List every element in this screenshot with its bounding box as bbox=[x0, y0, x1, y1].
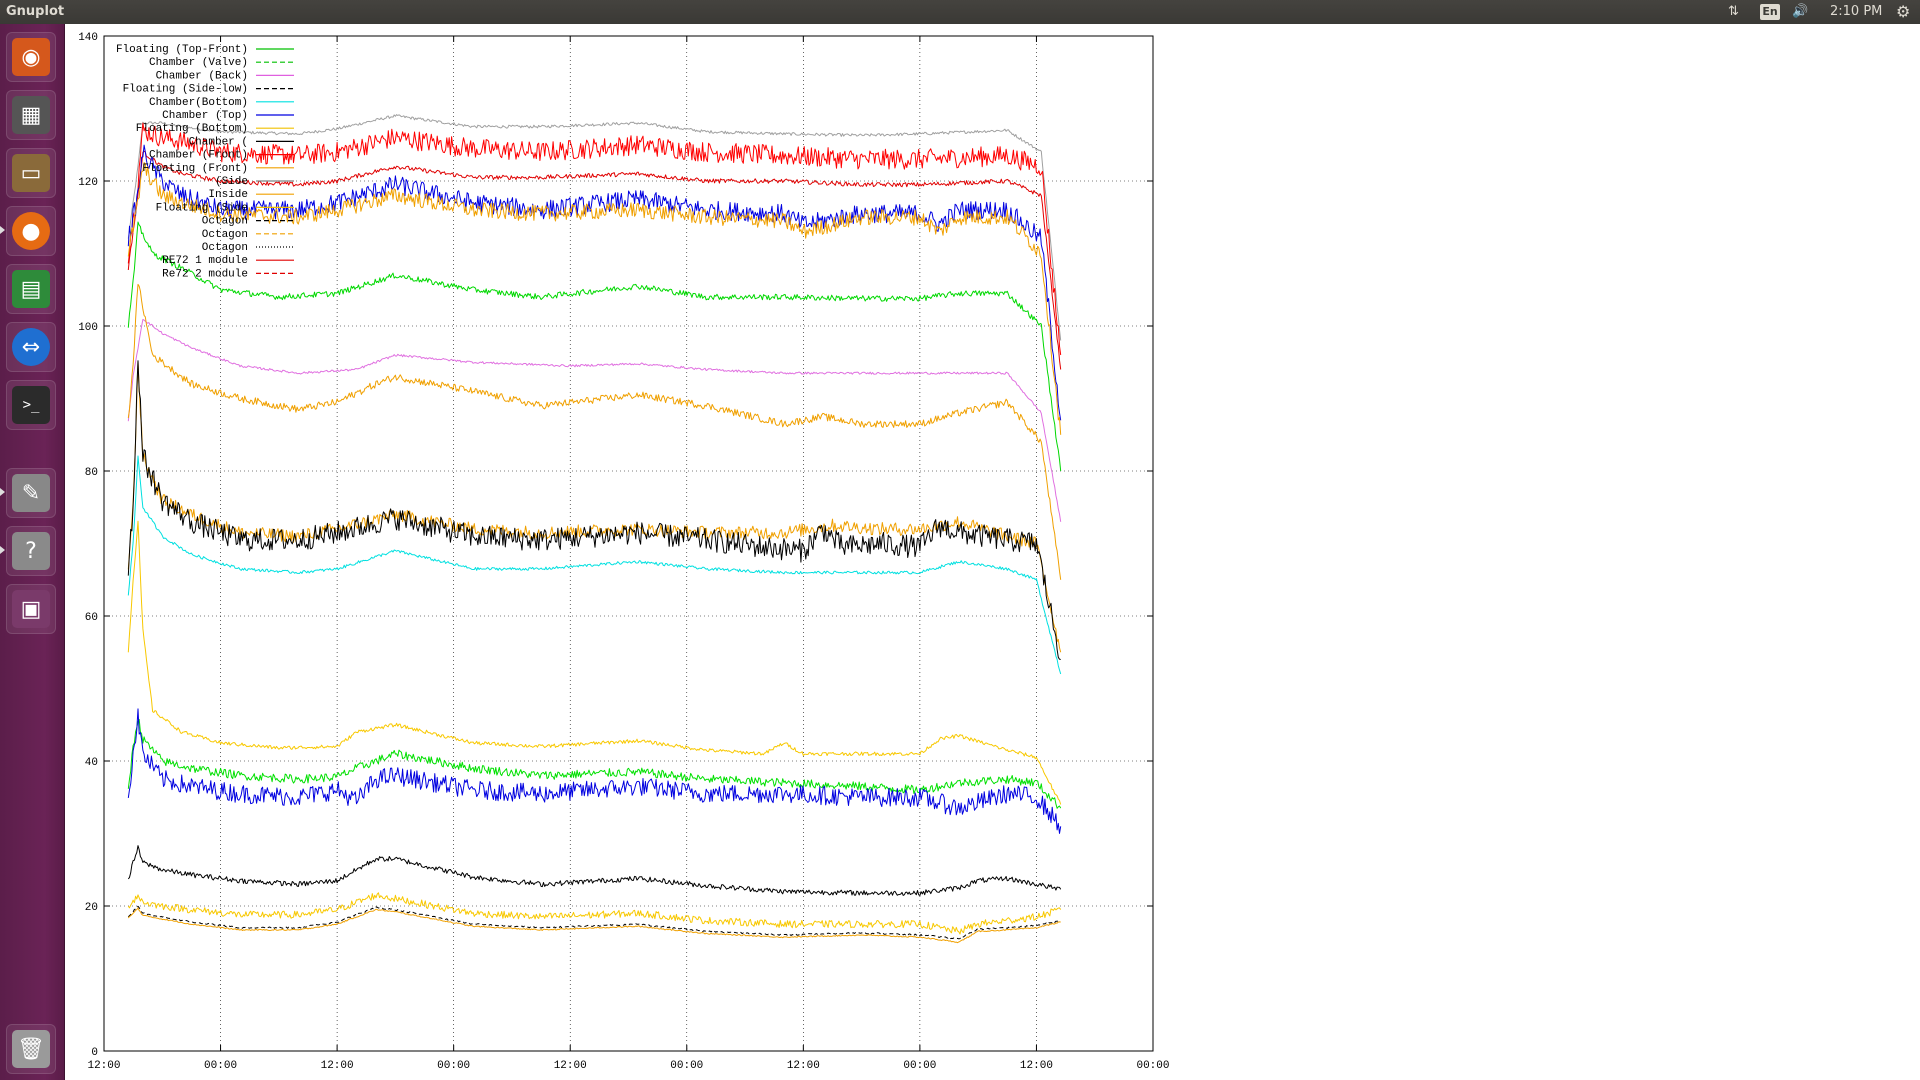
plot-border bbox=[103, 35, 1154, 1052]
legend-label: Octagon bbox=[202, 242, 248, 254]
launcher-trash-button[interactable]: 🗑 bbox=[6, 1024, 56, 1074]
series-line-0 bbox=[127, 114, 1062, 341]
launcher-ubuntu-dash-button[interactable]: ◉ bbox=[6, 32, 56, 82]
plot-grid bbox=[104, 36, 1153, 1051]
launcher-file-manager-button[interactable]: ▭ bbox=[6, 148, 56, 198]
legend-label: (Side bbox=[215, 176, 248, 188]
top-panel: Gnuplot ⇅ En 🔊 2:10 PM ⚙ bbox=[0, 0, 1920, 24]
series-line-10 bbox=[127, 455, 1062, 675]
y-tick-label: 120 bbox=[78, 177, 98, 189]
series-line-16 bbox=[127, 905, 1061, 940]
series-line-1 bbox=[127, 122, 1062, 356]
legend-label: Re72 2 module bbox=[162, 268, 248, 280]
window-title: Gnuplot bbox=[6, 4, 65, 19]
launcher-workspaces-button[interactable]: ▣ bbox=[6, 584, 56, 634]
teamviewer-icon: ⇔ bbox=[12, 328, 50, 366]
terminal-icon: >_ bbox=[12, 386, 50, 424]
legend-label: Chamber (Front) bbox=[149, 150, 248, 162]
x-tick-label: 12:00 bbox=[87, 1060, 120, 1072]
series-line-17 bbox=[127, 907, 1061, 944]
x-tick-label: 00:00 bbox=[903, 1060, 936, 1072]
launcher: ◉ ▦ ▭ ● ▤ ⇔ >_ ✎ ? ▣ 🗑 bbox=[0, 24, 65, 1080]
launcher-calculator-button[interactable]: ▦ bbox=[6, 90, 56, 140]
launcher-teamviewer-button[interactable]: ⇔ bbox=[6, 322, 56, 372]
series-line-9 bbox=[127, 360, 1061, 660]
series-line-7 bbox=[127, 283, 1062, 580]
legend-label: Floating (Side-low) bbox=[123, 84, 248, 96]
plot-legend: Floating (Top-Front)Chamber (Valve)Chamb… bbox=[116, 44, 294, 280]
legend-label: Floating (Bottom) bbox=[136, 123, 248, 135]
network-icon[interactable]: ⇅ bbox=[1728, 4, 1739, 19]
y-tick-label: 80 bbox=[85, 467, 98, 479]
launcher-spreadsheet-button[interactable]: ▤ bbox=[6, 264, 56, 314]
x-tick-label: 00:00 bbox=[204, 1060, 237, 1072]
calculator-icon: ▦ bbox=[12, 96, 50, 134]
firefox-icon: ● bbox=[12, 212, 50, 250]
series-line-5 bbox=[127, 221, 1062, 472]
legend-label: Chamber (Valve) bbox=[149, 57, 248, 69]
launcher-help-button[interactable]: ? bbox=[6, 526, 56, 576]
ubuntu-logo-icon: ◉ bbox=[12, 38, 50, 76]
series-line-11 bbox=[127, 520, 1062, 805]
launcher-text-editor-button[interactable]: ✎ bbox=[6, 468, 56, 518]
legend-label: Floating (Side bbox=[156, 202, 248, 214]
legend-label: Floating (Top-Front) bbox=[116, 44, 248, 56]
help-icon: ? bbox=[12, 532, 50, 570]
legend-label: Octagon bbox=[202, 229, 248, 241]
gnuplot-canvas: Floating (Top-Front)Chamber (Valve)Chamb… bbox=[78, 32, 1169, 1072]
y-tick-label: 0 bbox=[91, 1047, 98, 1059]
series-line-3 bbox=[127, 144, 1062, 421]
legend-label: Chamber (Back) bbox=[156, 70, 248, 82]
y-tick-label: 100 bbox=[78, 322, 98, 334]
y-tick-label: 20 bbox=[85, 902, 98, 914]
series-line-2 bbox=[127, 150, 1062, 370]
series-line-4 bbox=[127, 162, 1062, 435]
x-tick-label: 12:00 bbox=[321, 1060, 354, 1072]
legend-label: Chamber ( bbox=[189, 136, 248, 148]
series-line-14 bbox=[127, 845, 1062, 896]
keyboard-language-indicator[interactable]: En bbox=[1760, 4, 1780, 20]
series-line-15 bbox=[127, 892, 1062, 935]
volume-icon[interactable]: 🔊 bbox=[1792, 4, 1809, 19]
launcher-terminal-button[interactable]: >_ bbox=[6, 380, 56, 430]
x-tick-label: 00:00 bbox=[670, 1060, 703, 1072]
legend-label: Octagon bbox=[202, 216, 248, 228]
x-tick-label: 12:00 bbox=[1020, 1060, 1053, 1072]
settings-gear-icon[interactable]: ⚙ bbox=[1896, 2, 1911, 21]
series-line-8 bbox=[127, 361, 1062, 653]
launcher-firefox-button[interactable]: ● bbox=[6, 206, 56, 256]
y-tick-label: 140 bbox=[78, 32, 98, 44]
clock[interactable]: 2:10 PM bbox=[1830, 4, 1883, 19]
legend-label: Inside bbox=[208, 189, 248, 201]
spreadsheet-icon: ▤ bbox=[12, 270, 50, 308]
legend-label: Chamber (Top) bbox=[162, 110, 248, 122]
series-line-12 bbox=[127, 718, 1062, 809]
y-tick-label: 60 bbox=[85, 612, 98, 624]
x-tick-label: 12:00 bbox=[787, 1060, 820, 1072]
plot-series bbox=[127, 114, 1062, 944]
series-line-6 bbox=[127, 318, 1062, 522]
x-tick-label: 00:00 bbox=[1136, 1060, 1169, 1072]
trash-icon: 🗑 bbox=[12, 1030, 50, 1068]
legend-label: Floating (Front) bbox=[142, 163, 248, 175]
x-tick-label: 12:00 bbox=[554, 1060, 587, 1072]
text-editor-icon: ✎ bbox=[12, 474, 50, 512]
plot-ticks: 0 20 40 60 80 100 120 140 12:00 00:00 12:00 00:00 12… bbox=[78, 32, 1169, 1072]
workspaces-icon: ▣ bbox=[12, 590, 50, 628]
file-manager-icon: ▭ bbox=[12, 154, 50, 192]
y-tick-label: 40 bbox=[85, 757, 98, 769]
legend-label: Chamber(Bottom) bbox=[149, 97, 248, 109]
series-line-13 bbox=[127, 708, 1062, 834]
x-tick-label: 00:00 bbox=[437, 1060, 470, 1072]
legend-label: RE72 1 module bbox=[162, 255, 248, 267]
